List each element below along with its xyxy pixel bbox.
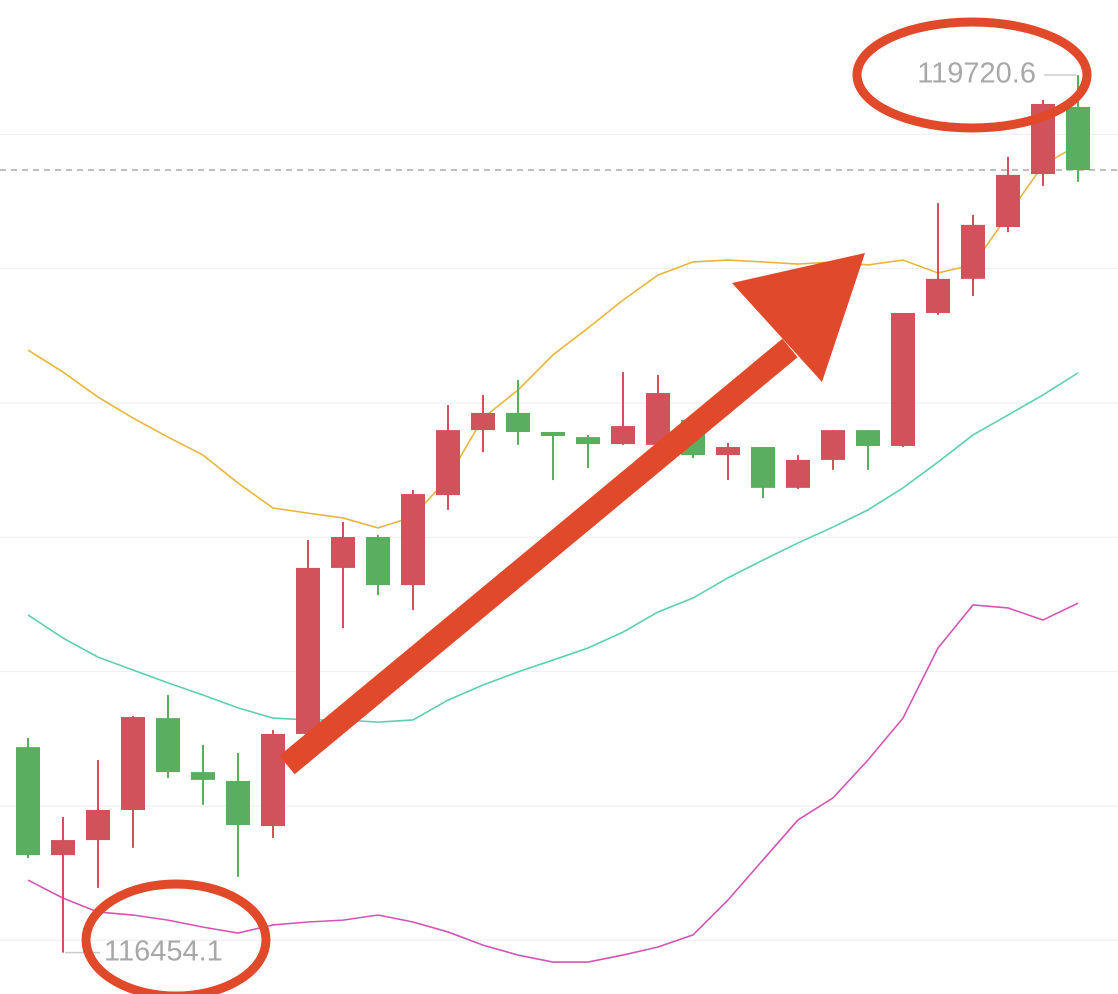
low-label: 116454.1 <box>104 935 223 967</box>
band-line <box>27 372 1079 723</box>
candle-body <box>506 412 530 432</box>
candle-body <box>331 537 355 568</box>
highlight-ellipse <box>81 879 271 994</box>
candle-body <box>471 412 495 431</box>
candle-body <box>191 772 215 780</box>
candle-body <box>261 733 285 827</box>
candle-body <box>226 780 250 826</box>
candle-body <box>86 809 110 841</box>
arrow-head <box>732 253 865 382</box>
candle-body <box>16 747 40 856</box>
candle-body <box>856 430 880 446</box>
candle-body <box>576 437 600 445</box>
candle-body <box>716 447 740 456</box>
candle-body <box>1066 106 1090 171</box>
candle-body <box>121 717 145 810</box>
candle-body <box>51 840 75 856</box>
band-line <box>27 602 1079 963</box>
candle-body <box>961 224 985 279</box>
candle-body <box>401 494 425 586</box>
candle-body <box>786 459 810 488</box>
band-line <box>27 144 1079 529</box>
arrow-shaft <box>279 338 798 775</box>
candle-body <box>611 426 635 445</box>
candle-body <box>751 447 775 488</box>
high-label: 119720.6 <box>917 58 1036 90</box>
candle-body <box>436 430 460 496</box>
candle-body <box>926 278 950 313</box>
candle-body <box>366 537 390 586</box>
candle-body <box>156 718 180 773</box>
candle-body <box>821 430 845 460</box>
highlight-ellipse <box>852 17 1092 133</box>
candle-body <box>296 567 320 734</box>
candle-body <box>541 431 565 437</box>
candle-body <box>996 174 1020 228</box>
candle-body <box>891 312 915 446</box>
